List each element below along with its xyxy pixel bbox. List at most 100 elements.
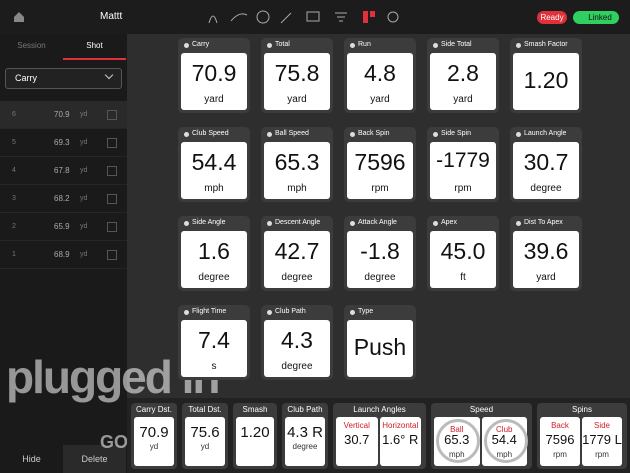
- metric-tile[interactable]: Ball Speed 65.3 mph: [261, 127, 333, 202]
- shot-checkbox[interactable]: [107, 222, 117, 232]
- tile-value: 2.8: [447, 60, 479, 86]
- shot-checkbox[interactable]: [107, 194, 117, 204]
- tile-body: 7.4 s: [181, 320, 247, 377]
- summary-sublabel: Side: [593, 421, 610, 430]
- user-name: Mattt: [100, 11, 123, 22]
- summary-unit: rpm: [595, 450, 609, 459]
- tile-body: 75.8 yard: [264, 53, 330, 110]
- tile-value: 39.6: [523, 238, 569, 264]
- shot-row[interactable]: 6 70.9 yd: [0, 101, 127, 129]
- tile-unit: ft: [460, 272, 466, 283]
- tile-label: Carry: [192, 41, 210, 48]
- tile-icon: [184, 221, 189, 226]
- metric-tile[interactable]: Dist To Apex 39.6 yard: [510, 216, 582, 291]
- shot-unit: yd: [80, 111, 88, 118]
- shot-row[interactable]: 1 68.9 yd: [0, 241, 127, 269]
- metric-tile[interactable]: Attack Angle -1.8 degree: [344, 216, 416, 291]
- metric-tile[interactable]: Launch Angle 30.7 degree: [510, 127, 582, 202]
- metric-tile[interactable]: Flight Time 7.4 s: [178, 305, 250, 380]
- summary-card: Launch Angles Vertical 30.7 Horizontal 1.6° …: [333, 403, 426, 469]
- metric-tile[interactable]: Type Push: [344, 305, 416, 380]
- summary-item: Horizontal 1.6° R: [379, 417, 421, 466]
- shot-row[interactable]: 3 68.2 yd: [0, 185, 127, 213]
- metric-tile[interactable]: Side Angle 1.6 degree: [178, 216, 250, 291]
- metric-tile[interactable]: Run 4.8 yard: [344, 38, 416, 113]
- sidebar-action[interactable]: Hide: [0, 445, 63, 473]
- tile-label: Run: [358, 41, 371, 48]
- summary-card: Carry Dst. 70.9 yd: [131, 403, 177, 469]
- summary-unit: mph: [448, 450, 465, 459]
- shot-row[interactable]: 5 69.3 yd: [0, 129, 127, 157]
- tile-icon: [184, 132, 189, 137]
- summary-item: Club 54.4 mph: [481, 417, 528, 466]
- metric-tile[interactable]: Back Spin 7596 rpm: [344, 127, 416, 202]
- tile-icon: [184, 43, 189, 48]
- summary-item: Side 1779 L rpm: [582, 417, 622, 466]
- tile-icon: [433, 43, 438, 48]
- metric-tile[interactable]: Club Speed 54.4 mph: [178, 127, 250, 202]
- tile-unit: rpm: [454, 183, 472, 194]
- tile-unit: degree: [364, 272, 396, 283]
- sidebar-tab[interactable]: Session: [17, 41, 46, 50]
- tile-value: -1779: [436, 149, 490, 172]
- summary-item: 1.20: [236, 417, 274, 466]
- metric-tile[interactable]: Apex 45.0 ft: [427, 216, 499, 291]
- summary-value: 7596: [545, 432, 575, 447]
- tile-icon: [350, 221, 355, 226]
- link-pill[interactable]: Linked: [573, 11, 619, 24]
- summary-item: 75.6 yd: [185, 417, 225, 466]
- toolbar-icons[interactable]: [205, 9, 400, 25]
- tile-body: -1779 rpm: [430, 142, 496, 199]
- tile-label: Smash Factor: [524, 41, 568, 48]
- summary-label: Launch Angles: [353, 405, 406, 414]
- shot-row[interactable]: 4 67.8 yd: [0, 157, 127, 185]
- tile-label: Total: [275, 41, 290, 48]
- summary-value: 1779 L: [582, 432, 622, 447]
- summary-sublabel: Ball: [450, 425, 464, 434]
- tile-icon: [184, 310, 189, 315]
- tile-value: 65.3: [274, 149, 320, 175]
- tile-icon: [267, 132, 272, 137]
- shot-checkbox[interactable]: [107, 250, 117, 260]
- dropdown[interactable]: Carry: [5, 68, 122, 89]
- tile-icon: [433, 221, 438, 226]
- speed-ring: [483, 419, 528, 463]
- shot-checkbox[interactable]: [107, 138, 117, 148]
- shot-checkbox[interactable]: [107, 166, 117, 176]
- tile-value: Push: [353, 334, 407, 360]
- tile-value: 1.20: [523, 67, 569, 93]
- tile-icon: [267, 221, 272, 226]
- shot-checkbox[interactable]: [107, 110, 117, 120]
- tile-unit: rpm: [371, 183, 389, 194]
- tile-label: Side Total: [441, 41, 472, 48]
- shot-value: 68.9: [54, 250, 70, 259]
- tile-body: 1.20: [513, 53, 579, 110]
- home-icon[interactable]: [12, 10, 26, 24]
- tile-body: 4.8 yard: [347, 53, 413, 110]
- summary-item: 70.9 yd: [134, 417, 174, 466]
- summary-value: 1.20: [240, 424, 270, 441]
- metric-tile[interactable]: Side Spin -1779 rpm: [427, 127, 499, 202]
- sidebar-tab[interactable]: Shot: [63, 36, 126, 60]
- metric-tile[interactable]: Descent Angle 42.7 degree: [261, 216, 333, 291]
- sidebar-action[interactable]: Delete: [63, 445, 126, 473]
- shot-value: 67.8: [54, 166, 70, 175]
- speed-ring: [436, 419, 480, 463]
- metric-tile[interactable]: Side Total 2.8 yard: [427, 38, 499, 113]
- shot-value: 68.2: [54, 194, 70, 203]
- tile-body: 54.4 mph: [181, 142, 247, 199]
- tile-label: Club Path: [275, 308, 306, 315]
- shot-index: 5: [12, 139, 16, 146]
- summary-label: Speed: [469, 405, 494, 414]
- metric-tile[interactable]: Carry 70.9 yard: [178, 38, 250, 113]
- tile-value: 54.4: [191, 149, 237, 175]
- metric-tile[interactable]: Club Path 4.3 degree: [261, 305, 333, 380]
- tile-body: -1.8 degree: [347, 231, 413, 288]
- metric-tile[interactable]: Total 75.8 yard: [261, 38, 333, 113]
- shot-unit: yd: [80, 223, 88, 230]
- tile-icon: [516, 43, 521, 48]
- tile-value: 1.6: [198, 238, 230, 264]
- metric-tile[interactable]: Smash Factor 1.20: [510, 38, 582, 113]
- shot-row[interactable]: 2 65.9 yd: [0, 213, 127, 241]
